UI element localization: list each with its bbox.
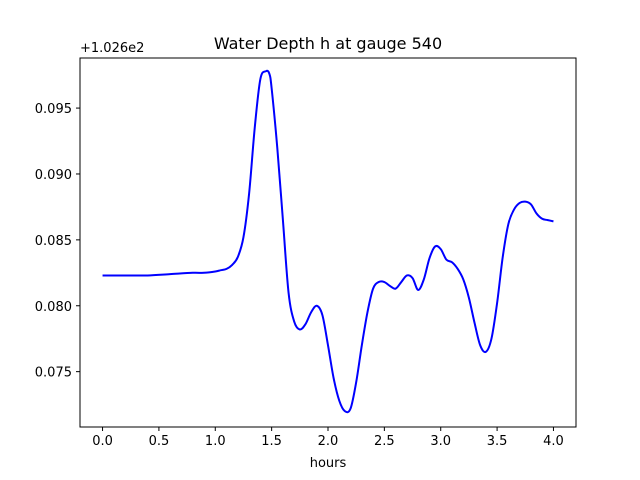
x-tick-label: 0.5: [149, 434, 170, 449]
x-axis-label: hours: [310, 456, 347, 471]
x-tick-label: 1.0: [205, 434, 226, 449]
x-tick-label: 2.5: [374, 434, 395, 449]
y-offset-label: +1.026e2: [80, 41, 144, 56]
y-tick-label: 0.075: [35, 366, 72, 381]
series-line-0: [102, 69, 554, 414]
x-tick-label: 3.5: [487, 434, 508, 449]
x-tick-label: 4.0: [543, 434, 564, 449]
y-axis-ticks: 0.075 0.080 0.085 0.090 0.095: [35, 102, 80, 381]
chart-title: Water Depth h at gauge 540: [214, 34, 442, 53]
x-tick-label: 0.0: [92, 434, 113, 449]
y-tick-label: 0.080: [35, 300, 72, 315]
x-tick-label: 3.0: [430, 434, 451, 449]
y-tick-label: 0.095: [35, 102, 72, 117]
x-tick-label: 2.0: [318, 434, 339, 449]
x-axis-ticks: 0.0 0.5 1.0 1.5 2.0 2.5 3.0 3.5 4.0: [92, 427, 564, 449]
x-tick-label: 1.5: [261, 434, 282, 449]
y-tick-label: 0.090: [35, 168, 72, 183]
y-tick-label: 0.085: [35, 234, 72, 249]
